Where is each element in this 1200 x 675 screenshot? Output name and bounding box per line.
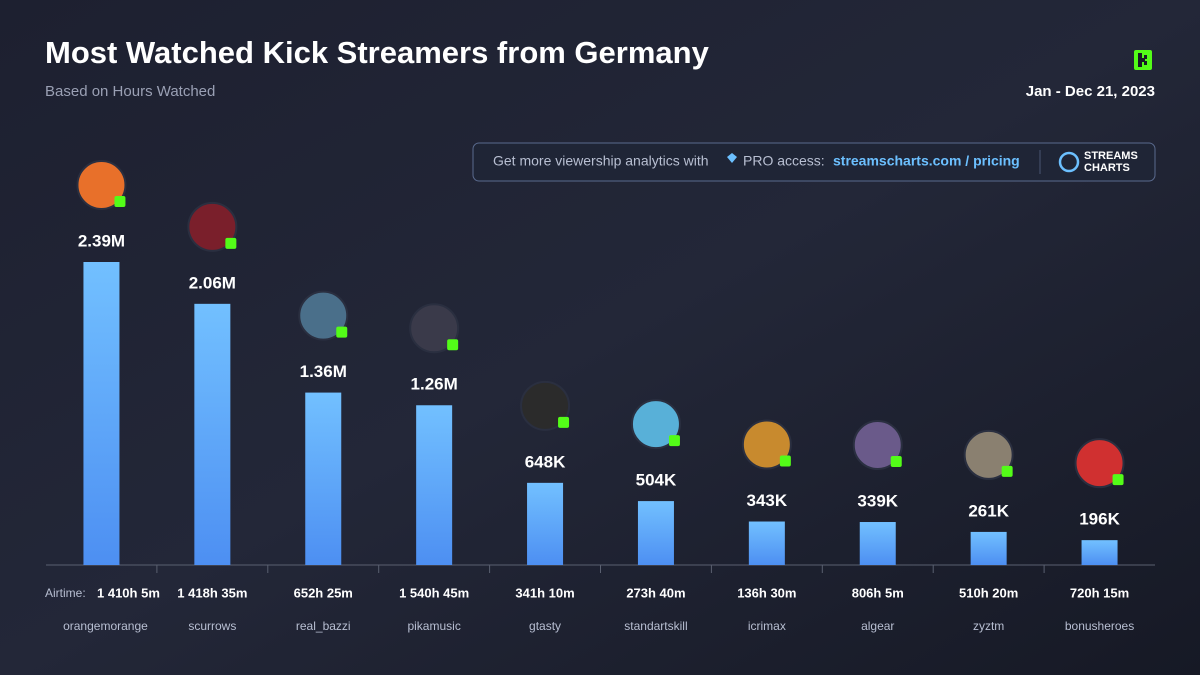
x-tick-label: zyztm (973, 619, 1004, 633)
airtime-value: 1 540h 45m (399, 585, 469, 600)
kick-badge (890, 456, 902, 468)
airtime-value: 510h 20m (959, 585, 1018, 600)
bar (859, 522, 896, 565)
x-tick-label: gtasty (529, 619, 561, 633)
promo-text: Get more viewership analytics with (493, 153, 709, 169)
kick-badge (447, 339, 459, 351)
bar (1081, 540, 1118, 565)
brand-icon (1058, 151, 1080, 173)
bar (527, 482, 564, 565)
bar (416, 405, 453, 565)
avatar (1074, 438, 1125, 489)
kick-badge (668, 435, 680, 447)
promo-link[interactable]: streamscharts.com / pricing (833, 153, 1020, 169)
avatar-image (187, 201, 238, 252)
value-label: 339K (857, 492, 898, 511)
value-label: 648K (525, 452, 566, 471)
avatar-image (741, 419, 792, 470)
bar (748, 521, 785, 565)
kick-badge (558, 416, 570, 428)
bar (305, 392, 342, 565)
avatar-image (1074, 438, 1125, 489)
avatar-image (76, 160, 127, 210)
avatar (963, 429, 1014, 480)
chart-title: Most Watched Kick Streamers from Germany (45, 35, 710, 70)
avatar-image (630, 399, 681, 450)
airtime-value: 1 410h 5m (97, 585, 160, 600)
value-label: 504K (636, 471, 677, 490)
avatar-image (520, 380, 571, 431)
avatar (630, 399, 681, 450)
avatar (409, 303, 460, 354)
avatar (76, 160, 127, 210)
value-label: 1.36M (300, 362, 347, 381)
promo-banner[interactable]: Get more viewership analytics with PRO a… (472, 142, 1156, 182)
x-tick-label: pikamusic (407, 619, 460, 633)
x-tick-label: icrimax (748, 619, 786, 633)
avatar-image (852, 420, 903, 471)
brand-line-2: CHARTS (1084, 162, 1130, 174)
brand-line-1: STREAMS (1084, 150, 1138, 162)
airtime-value: 273h 40m (626, 585, 685, 600)
diamond-icon (727, 153, 737, 163)
kick-badge (1112, 474, 1124, 486)
x-tick-label: orangemorange (63, 619, 148, 633)
avatar (298, 290, 349, 341)
airtime-value: 341h 10m (515, 585, 574, 600)
kick-badge (779, 455, 791, 467)
kick-badge (336, 326, 348, 338)
kick-badge (1001, 465, 1013, 477)
avatar (852, 420, 903, 471)
airtime-value: 720h 15m (1070, 585, 1129, 600)
x-tick-label: scurrows (188, 619, 236, 633)
avatar (187, 201, 238, 252)
avatar-image (409, 303, 460, 354)
avatar (741, 419, 792, 470)
airtime-value: 652h 25m (294, 585, 353, 600)
kick-logo (1134, 50, 1152, 70)
value-label: 261K (968, 501, 1009, 520)
bar (970, 531, 1007, 565)
avatar-image (963, 429, 1014, 480)
x-tick-label: standartskill (624, 619, 687, 633)
x-tick-label: algear (861, 619, 894, 633)
chart-subtitle: Based on Hours Watched (45, 83, 215, 100)
airtime-label: Airtime: (45, 586, 86, 600)
airtime-value: 806h 5m (852, 585, 904, 600)
date-range: Jan - Dec 21, 2023 (1026, 83, 1155, 100)
promo-access: PRO access: (743, 153, 825, 169)
value-label: 343K (747, 491, 788, 510)
kick-badge (225, 237, 237, 249)
bar (83, 262, 120, 565)
bar (637, 501, 674, 565)
airtime-value: 136h 30m (737, 585, 796, 600)
kick-badge (114, 196, 126, 207)
value-label: 2.06M (189, 273, 236, 292)
bar (194, 303, 231, 565)
x-tick-label: bonusheroes (1065, 619, 1134, 633)
value-label: 1.26M (411, 375, 458, 394)
avatar (520, 380, 571, 431)
value-label: 196K (1079, 510, 1120, 529)
avatar-image (298, 290, 349, 341)
value-label: 2.39M (78, 231, 125, 250)
airtime-value: 1 418h 35m (177, 585, 247, 600)
x-tick-label: real_bazzi (296, 619, 351, 633)
